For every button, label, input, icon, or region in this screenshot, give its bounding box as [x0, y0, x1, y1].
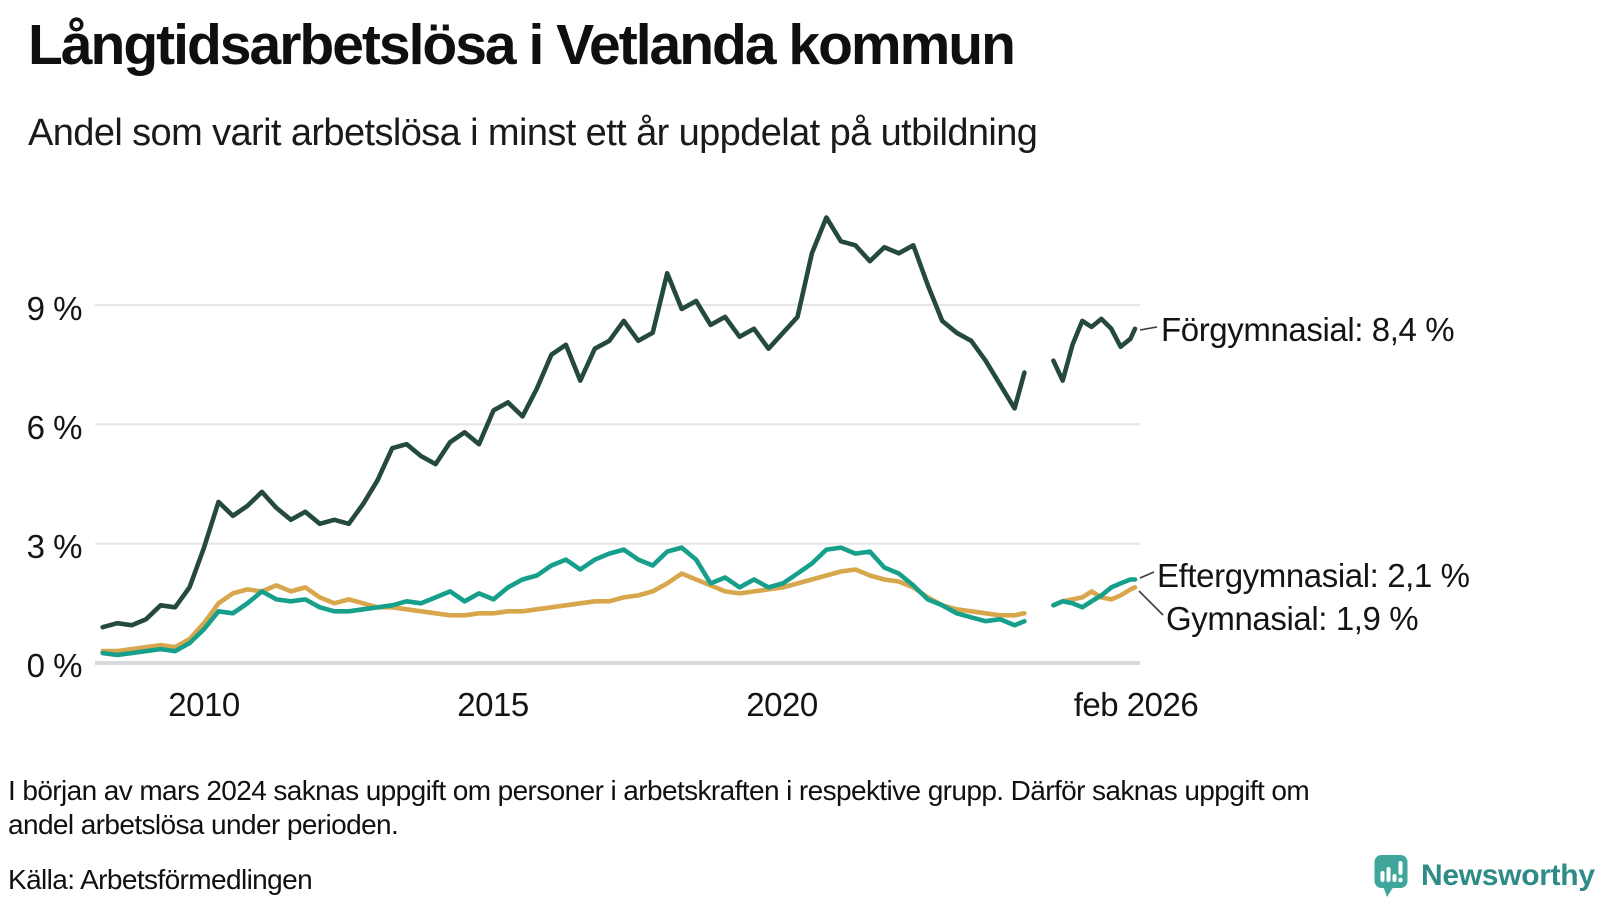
- chart-bars-speech-bubble-icon: [1374, 855, 1408, 897]
- x-axis-label-feb-2026: feb 2026: [1073, 686, 1199, 723]
- newsworthy-logo-text: Newsworthy: [1421, 858, 1595, 892]
- footnote-line1: I början av mars 2024 saknas uppgift om …: [8, 775, 1310, 806]
- annotation-connector-gymnasial: [1138, 590, 1164, 616]
- x-axis-label-2015: 2015: [457, 686, 529, 723]
- x-axis-label-2020: 2020: [746, 686, 818, 723]
- page-title: Långtidsarbetslösa i Vetlanda kommun: [28, 13, 1016, 77]
- footnote: I början av mars 2024 saknas uppgift om …: [8, 774, 1310, 842]
- footnote-line2: andel arbetslösa under perioden.: [8, 809, 399, 840]
- y-axis-label-6: 6 %: [26, 409, 83, 446]
- y-axis-label-3: 3 %: [26, 528, 83, 565]
- x-axis-label-2010: 2010: [168, 686, 240, 723]
- gridlines: [95, 303, 1140, 665]
- series-lines: [100, 215, 1138, 658]
- series-end-label-forgymnasial: Förgymnasial: 8,4 %: [1161, 311, 1455, 348]
- source-label: Källa: Arbetsförmedlingen: [8, 864, 313, 895]
- y-axis-label-9: 9 %: [26, 290, 83, 327]
- y-axis-label-0: 0 %: [26, 647, 83, 684]
- series-line-gymnasial: [100, 567, 1138, 654]
- annotation-connectors: [1138, 326, 1164, 616]
- series-end-label-eftergymnasial: Eftergymnasial: 2,1 %: [1157, 557, 1470, 594]
- page-subtitle: Andel som varit arbetslösa i minst ett å…: [28, 112, 1038, 154]
- annotation-connector-forgymnasial: [1139, 326, 1158, 331]
- series-end-label-gymnasial: Gymnasial: 1,9 %: [1166, 600, 1419, 637]
- series-line-eftergymnasial: [100, 545, 1138, 658]
- annotation-connector-eftergymnasial: [1139, 571, 1155, 579]
- newsworthy-logo: Newsworthy: [1374, 853, 1595, 898]
- series-line-förgymnasial: [100, 215, 1138, 630]
